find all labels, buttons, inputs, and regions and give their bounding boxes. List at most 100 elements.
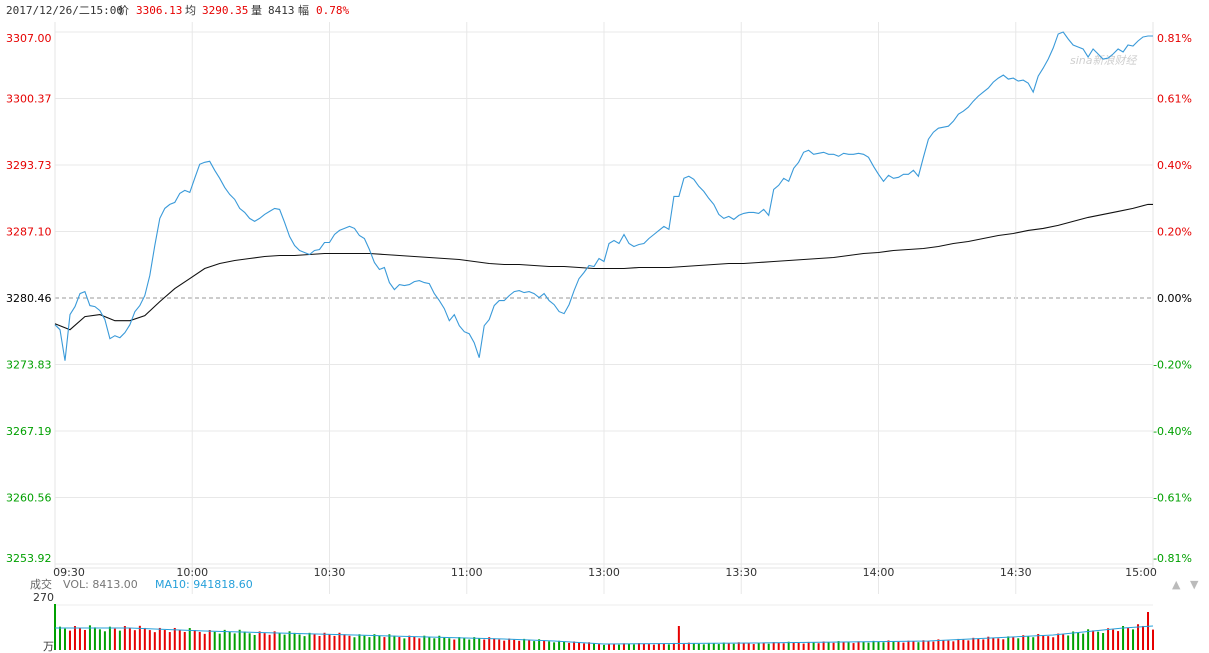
volume-bar — [183, 631, 186, 650]
volume-bar — [797, 642, 800, 650]
volume-bar — [1127, 627, 1130, 650]
volume-bar — [987, 636, 990, 650]
volume-bar — [213, 631, 216, 650]
volume-bar — [208, 630, 211, 650]
x-tick-label: 13:00 — [588, 566, 620, 579]
volume-bar — [288, 631, 291, 650]
volume-bar — [223, 629, 226, 650]
volume-bar — [253, 634, 256, 650]
volume-bar — [972, 637, 975, 650]
volume-unit-label: 万 — [43, 640, 54, 653]
volume-bar — [1067, 635, 1070, 650]
volume-bar — [458, 637, 461, 650]
volume-bar — [612, 644, 615, 650]
volume-bar — [1072, 631, 1075, 650]
volume-bar — [732, 643, 735, 650]
volume-bar — [767, 643, 770, 650]
volume-bar — [468, 639, 471, 650]
volume-bar — [742, 642, 745, 650]
volume-bar — [1082, 633, 1085, 650]
volume-bar — [832, 642, 835, 650]
volume-bar — [912, 641, 915, 650]
volume-bar — [1137, 624, 1140, 650]
volume-bar — [787, 641, 790, 650]
volume-bar — [533, 641, 536, 650]
volume-bar — [1027, 636, 1030, 650]
volume-bar — [702, 644, 705, 650]
volume-bar — [508, 638, 511, 650]
volume-bar — [343, 634, 346, 650]
volume-bar — [328, 634, 331, 650]
average-price-line — [54, 203, 1153, 331]
volume-bar — [792, 642, 795, 650]
volume-bar — [882, 642, 885, 650]
volume-bar — [707, 642, 710, 650]
volume-bar — [433, 638, 436, 650]
volume-bar — [148, 630, 151, 650]
volume-bar — [263, 633, 266, 650]
volume-scale-up-icon[interactable]: ▲ — [1172, 578, 1181, 591]
volume-bar — [752, 644, 755, 650]
volume-bar — [1022, 635, 1025, 650]
volume-bar — [1052, 637, 1055, 650]
y-tick-label: 3260.56 — [6, 492, 52, 505]
volume-bar — [682, 644, 685, 650]
volume-bar — [1047, 636, 1050, 650]
volume-max-label: 270 — [33, 591, 54, 604]
volume-bar — [957, 638, 960, 650]
volume-bar — [258, 631, 261, 650]
y-tick-label: 3300.37 — [6, 93, 52, 106]
volume-bar — [667, 644, 670, 650]
volume-bar — [1057, 633, 1060, 650]
volume-bar — [902, 642, 905, 650]
volume-bar — [383, 637, 386, 650]
header-volume-value: 8413 — [268, 4, 295, 17]
volume-bar — [927, 641, 930, 650]
volume-bar — [697, 643, 700, 650]
volume-bar — [802, 643, 805, 650]
volume-bar — [238, 629, 241, 650]
y-tick-percent-label: 0.00% — [1157, 292, 1192, 305]
volume-bar — [403, 638, 406, 650]
y-tick-percent-label: -0.40% — [1153, 425, 1192, 438]
volume-bar — [503, 640, 506, 650]
volume-bar — [1032, 637, 1035, 650]
volume-bar — [388, 634, 391, 650]
volume-bar — [822, 641, 825, 650]
volume-bar — [323, 632, 326, 650]
volume-bar — [373, 634, 376, 650]
y-tick-label: 3280.46 — [6, 292, 52, 305]
volume-bar — [158, 627, 161, 650]
volume-scale-down-icon[interactable]: ▼ — [1190, 578, 1199, 591]
volume-bar — [677, 626, 680, 650]
volume-bar — [657, 643, 660, 650]
volume-bar — [932, 641, 935, 650]
volume-bar — [393, 635, 396, 650]
volume-bar — [408, 635, 411, 650]
volume-bar — [1152, 629, 1154, 650]
volume-bar — [568, 642, 571, 650]
volume-bar — [877, 641, 880, 650]
volume-bar — [1102, 633, 1105, 650]
volume-bar — [518, 640, 521, 650]
volume-bar — [453, 639, 456, 650]
volume-bar — [273, 631, 276, 650]
volume-bar — [118, 630, 121, 650]
y-tick-label: 3287.10 — [6, 226, 52, 239]
volume-bar — [1012, 637, 1015, 650]
y-tick-percent-label: 0.81% — [1157, 32, 1192, 45]
volume-bar — [662, 643, 665, 650]
volume-bar — [712, 643, 715, 650]
volume-bar — [782, 643, 785, 650]
volume-bar — [188, 628, 191, 650]
volume-ma-line — [55, 625, 1154, 645]
y-tick-percent-label: 0.40% — [1157, 159, 1192, 172]
volume-bar — [827, 642, 830, 650]
y-tick-percent-label: -0.81% — [1153, 552, 1192, 565]
volume-bar — [203, 633, 206, 650]
header-price-label: 价 — [118, 4, 129, 17]
volume-bar — [268, 634, 271, 650]
volume-bar — [977, 638, 980, 650]
header-avg-value: 3290.35 — [202, 4, 248, 17]
